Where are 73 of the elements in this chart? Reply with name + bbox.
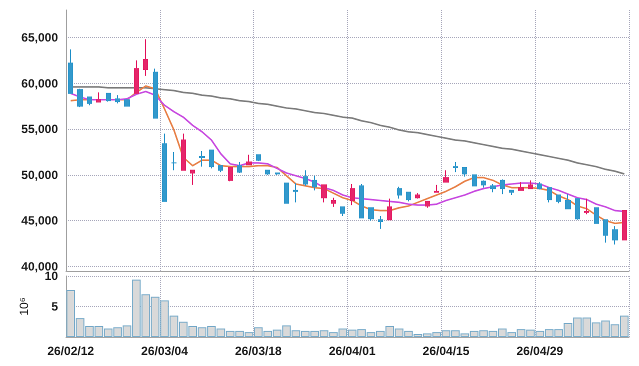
y-tick-label: 50,000: [21, 168, 58, 182]
candlestick: [181, 133, 186, 171]
candlestick: [425, 200, 430, 208]
candlestick: [481, 180, 486, 188]
y-tick-label: 60,000: [21, 76, 58, 90]
candlestick: [124, 99, 130, 107]
candlestick: [359, 184, 364, 218]
candlestick: [556, 194, 561, 204]
candlestick: [537, 182, 542, 190]
candlestick: [143, 38, 148, 76]
candlestick: [190, 170, 195, 186]
candlestick: [368, 207, 374, 222]
candlestick: [199, 150, 205, 168]
x-tick-label: 26/04/29: [516, 344, 564, 358]
candlestick: [171, 151, 177, 171]
candlestick: [415, 192, 420, 200]
candlestick: [265, 170, 270, 176]
candlestick: [209, 150, 214, 169]
candlestick: [443, 170, 449, 183]
candlestick: [575, 198, 580, 220]
y-tick-label: 55,000: [21, 122, 58, 136]
candlestick: [153, 68, 158, 119]
candlestick: [453, 162, 458, 173]
candlestick: [68, 48, 73, 94]
candlestick: [293, 182, 298, 203]
y-axis-title: 10⁶: [17, 297, 31, 316]
candlestick: [77, 88, 83, 108]
candlestick: [162, 133, 167, 202]
candlestick: [106, 92, 111, 102]
candlestick: [612, 226, 618, 245]
candlestick: [397, 186, 402, 200]
x-tick-label: 26/04/01: [328, 344, 376, 358]
candlestick: [237, 162, 242, 174]
y-tick-label: 65,000: [21, 30, 58, 44]
candlestick: [594, 207, 599, 224]
candlestick: [340, 206, 345, 217]
candlestick: [490, 184, 496, 193]
candlestick: [584, 198, 589, 215]
x-tick-label: 26/02/12: [47, 344, 94, 358]
candlestick: [284, 182, 289, 204]
x-tick-label: 26/03/18: [235, 344, 282, 358]
candlestick: [134, 60, 139, 94]
candlestick: [312, 175, 317, 191]
candlestick: [547, 187, 552, 203]
candlestick: [87, 96, 92, 106]
y-tick-label: 45,000: [21, 214, 58, 228]
candlestick: [115, 94, 120, 104]
candlestick: [603, 219, 608, 244]
candlestick: [378, 216, 383, 230]
candlestick: [303, 170, 308, 186]
candlestick: [331, 197, 336, 208]
candlestick: [434, 184, 439, 193]
candlestick: [228, 167, 233, 182]
x-tick-label: 26/03/04: [141, 344, 188, 358]
candlestick: [387, 198, 392, 220]
candlestick: [406, 192, 411, 202]
candlestick: [275, 172, 280, 176]
candlestick: [518, 182, 524, 191]
y-tick-label: 5: [51, 300, 58, 314]
candlestick: [622, 210, 627, 240]
candlestick: [218, 165, 223, 173]
candlestick: [350, 184, 355, 206]
candlestick: [462, 167, 467, 178]
candlestick: [321, 184, 327, 203]
candlestick: [96, 92, 101, 103]
candlestick: [528, 180, 533, 190]
candlestick: [472, 174, 477, 186]
x-tick-label: 26/04/15: [422, 344, 470, 358]
candlestick: [565, 194, 571, 210]
candlestick: [246, 154, 252, 166]
candlestick: [256, 154, 261, 162]
candlestick: [500, 178, 505, 195]
candlestick: [509, 190, 514, 196]
